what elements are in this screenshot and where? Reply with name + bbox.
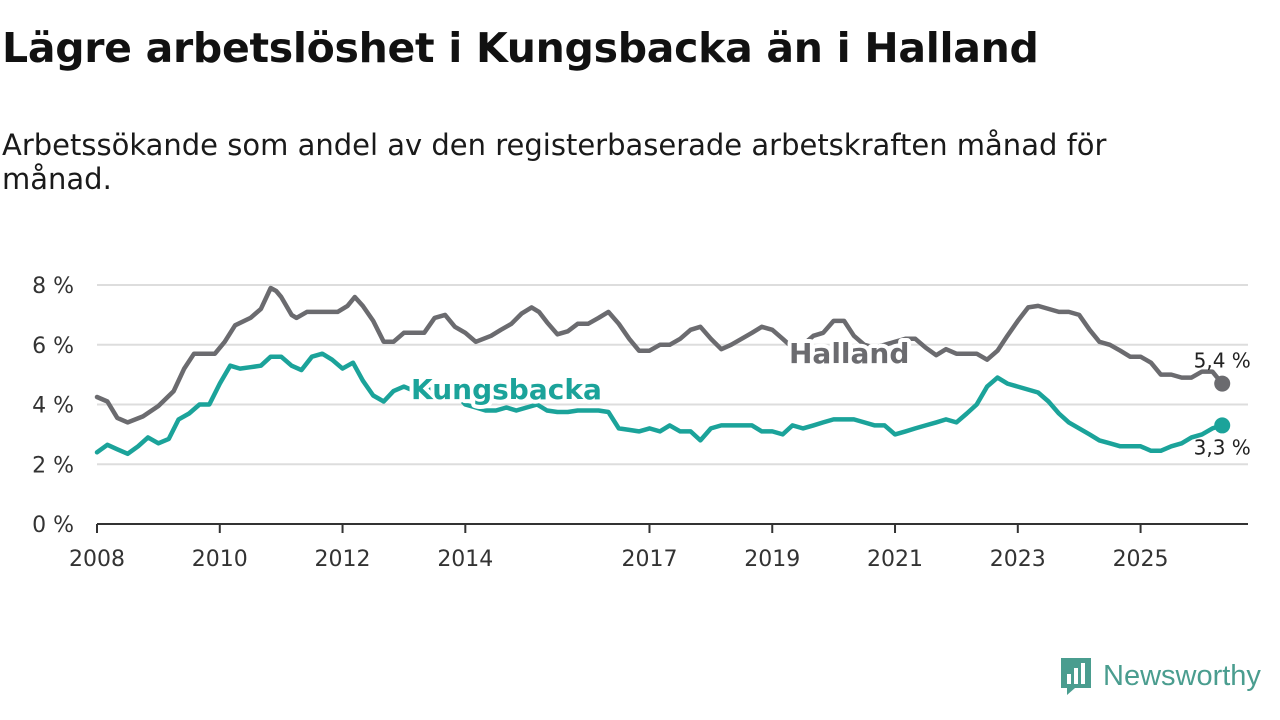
series-end-point-halland <box>1214 375 1231 392</box>
x-tick-label: 2019 <box>744 547 800 572</box>
x-tick-label: 2010 <box>192 547 248 572</box>
x-tick-label: 2008 <box>69 547 125 572</box>
chart-title: Lägre arbetslöshet i Kungsbacka än i Hal… <box>2 24 1039 72</box>
y-tick-label: 6 % <box>32 334 74 359</box>
x-tick-label: 2012 <box>315 547 371 572</box>
y-tick-label: 4 % <box>32 394 74 419</box>
x-tick-label: 2014 <box>437 547 493 572</box>
end-value-label-halland: 5,4 % <box>1194 349 1251 373</box>
y-tick-label: 0 % <box>32 513 74 538</box>
y-tick-label: 2 % <box>32 453 74 478</box>
series-label-kungsbacka: Kungsbacka <box>411 373 602 406</box>
series-label-halland: Halland <box>789 337 909 370</box>
y-axis-ticks: 0 % 2 % 4 % 6 % 8 % <box>32 274 74 538</box>
x-tick-label: 2017 <box>621 547 677 572</box>
newsworthy-logo-icon <box>1061 658 1091 695</box>
x-tick-label: 2025 <box>1113 547 1169 572</box>
series-labels: Halland Kungsbacka 5,4 % 3,3 % <box>407 333 1251 459</box>
series-line-kungsbacka <box>94 351 1225 457</box>
series-lines <box>94 285 1231 457</box>
newsworthy-brand: Newsworthy <box>1059 655 1261 697</box>
y-tick-label: 8 % <box>32 274 74 299</box>
x-axis-ticks: 2008 2010 2012 2014 2017 2019 2021 2023 2025 <box>69 524 1169 572</box>
end-value-label-kungsbacka: 3,3 % <box>1194 435 1251 459</box>
series-end-point-kungsbacka <box>1214 417 1231 434</box>
gridlines <box>97 284 1248 525</box>
brand-name: Newsworthy <box>1103 659 1261 692</box>
series-line-halland <box>94 285 1225 425</box>
x-tick-label: 2023 <box>990 547 1046 572</box>
chart-subtitle: Arbetssökande som andel av den registerb… <box>2 128 1107 196</box>
x-tick-label: 2021 <box>867 547 923 572</box>
